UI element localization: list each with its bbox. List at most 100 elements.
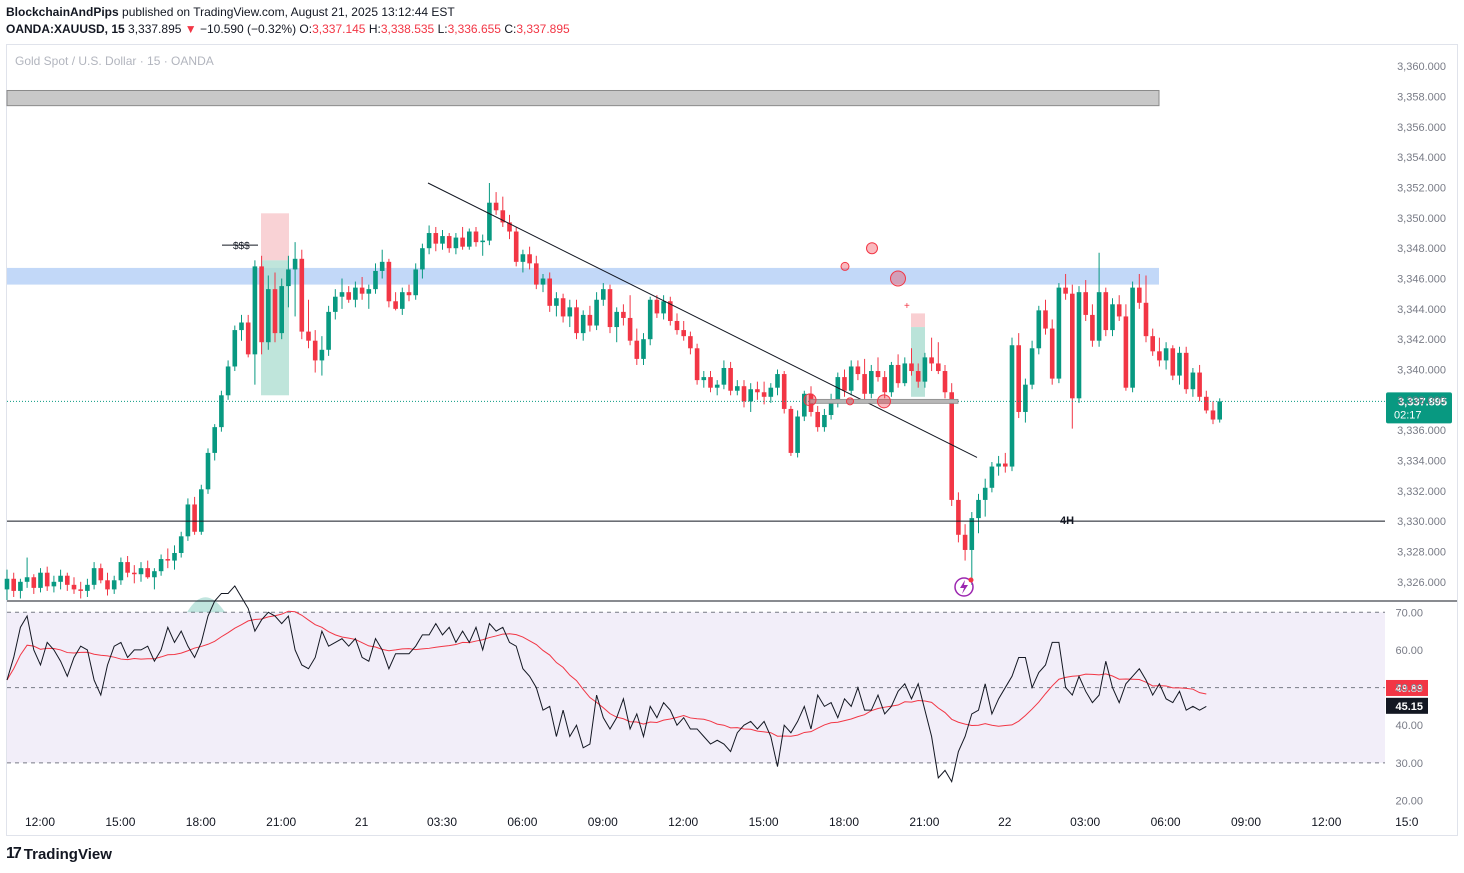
- candle-body[interactable]: [165, 559, 171, 561]
- candle-body[interactable]: [272, 289, 278, 334]
- candle-body[interactable]: [125, 562, 130, 573]
- candle-body[interactable]: [915, 371, 921, 382]
- candle-body[interactable]: [1110, 304, 1115, 331]
- candle-body[interactable]: [172, 552, 177, 561]
- candle-body[interactable]: [259, 266, 264, 343]
- candle-body[interactable]: [1116, 304, 1122, 317]
- candle-body[interactable]: [487, 202, 492, 241]
- candle-body[interactable]: [219, 395, 224, 428]
- candle-body[interactable]: [835, 377, 841, 402]
- candle-body[interactable]: [1183, 352, 1189, 390]
- candle-body[interactable]: [1143, 302, 1149, 337]
- candle-body[interactable]: [1023, 384, 1028, 412]
- candle-body[interactable]: [178, 536, 184, 553]
- candle-body[interactable]: [312, 340, 318, 361]
- candle-body[interactable]: [31, 577, 37, 588]
- candle-body[interactable]: [969, 518, 975, 550]
- candle-body[interactable]: [567, 307, 573, 317]
- candle-body[interactable]: [621, 311, 626, 318]
- candle-body[interactable]: [982, 487, 988, 500]
- candle-body[interactable]: [400, 292, 405, 309]
- candle-body[interactable]: [373, 270, 378, 290]
- candle-body[interactable]: [91, 568, 97, 585]
- candle-body[interactable]: [1003, 463, 1008, 467]
- candle-body[interactable]: [339, 292, 345, 297]
- candle-body[interactable]: [406, 292, 412, 296]
- candle-body[interactable]: [252, 266, 258, 355]
- candle-body[interactable]: [205, 452, 211, 490]
- candle-body[interactable]: [65, 575, 70, 585]
- signal-marker[interactable]: [877, 394, 891, 409]
- candle-body[interactable]: [962, 534, 968, 550]
- candle-body[interactable]: [748, 389, 753, 402]
- signal-marker[interactable]: [866, 242, 878, 255]
- candle-body[interactable]: [118, 562, 124, 581]
- candle-body[interactable]: [976, 499, 981, 519]
- candle-body[interactable]: [507, 222, 512, 232]
- candle-body[interactable]: [768, 387, 774, 397]
- candle-body[interactable]: [1036, 310, 1042, 349]
- candle-body[interactable]: [326, 311, 331, 350]
- candle-body[interactable]: [366, 289, 372, 294]
- candle-body[interactable]: [547, 278, 552, 306]
- candle-body[interactable]: [453, 237, 459, 249]
- signal-marker[interactable]: [840, 261, 850, 271]
- candle-body[interactable]: [614, 311, 619, 328]
- candle-body[interactable]: [761, 392, 767, 397]
- candle-body[interactable]: [245, 322, 251, 355]
- candle-body[interactable]: [936, 363, 941, 372]
- candle-body[interactable]: [353, 287, 358, 300]
- candle-body[interactable]: [333, 296, 338, 312]
- candle-body[interactable]: [18, 581, 23, 591]
- candle-body[interactable]: [138, 568, 144, 575]
- support-level-box[interactable]: [809, 398, 959, 404]
- candle-body[interactable]: [132, 572, 137, 575]
- candle-body[interactable]: [460, 237, 465, 247]
- candle-body[interactable]: [1204, 396, 1209, 411]
- candle-body[interactable]: [956, 499, 961, 535]
- supply-zone[interactable]: [7, 267, 1159, 285]
- candle-body[interactable]: [78, 589, 83, 591]
- candle-body[interactable]: [1029, 348, 1035, 385]
- position-stop-area[interactable]: [261, 213, 289, 261]
- candle-body[interactable]: [4, 578, 10, 590]
- candle-body[interactable]: [346, 292, 351, 300]
- candle-body[interactable]: [869, 371, 874, 394]
- candle-body[interactable]: [239, 322, 244, 331]
- signal-marker[interactable]: [803, 393, 817, 407]
- candle-body[interactable]: [420, 248, 425, 270]
- candle-body[interactable]: [480, 240, 485, 243]
- candle-body[interactable]: [929, 357, 934, 364]
- candle-body[interactable]: [728, 367, 733, 391]
- candle-body[interactable]: [85, 584, 90, 591]
- candle-body[interactable]: [1096, 292, 1102, 341]
- candle-body[interactable]: [862, 374, 867, 394]
- candle-body[interactable]: [413, 269, 418, 296]
- candle-body[interactable]: [286, 269, 291, 287]
- candle-body[interactable]: [426, 233, 432, 249]
- author-name[interactable]: BlockchainAndPips: [6, 5, 119, 19]
- candle-body[interactable]: [701, 377, 707, 381]
- candle-body[interactable]: [788, 408, 794, 453]
- candle-body[interactable]: [909, 363, 914, 372]
- candle-body[interactable]: [627, 317, 633, 341]
- candle-body[interactable]: [1049, 328, 1055, 379]
- candle-body[interactable]: [225, 366, 231, 396]
- candle-body[interactable]: [527, 254, 532, 264]
- candle-body[interactable]: [192, 504, 197, 532]
- candle-body[interactable]: [446, 236, 452, 249]
- candle-body[interactable]: [1123, 316, 1129, 388]
- candle-body[interactable]: [714, 384, 720, 388]
- candle-body[interactable]: [1083, 292, 1088, 315]
- candle-body[interactable]: [607, 289, 613, 328]
- candle-body[interactable]: [105, 580, 110, 590]
- candle-body[interactable]: [1090, 314, 1095, 341]
- candle-body[interactable]: [601, 289, 606, 300]
- candle-body[interactable]: [393, 301, 398, 309]
- candle-body[interactable]: [942, 371, 948, 393]
- position-target-area-2[interactable]: [911, 327, 925, 397]
- candle-body[interactable]: [359, 287, 365, 294]
- candle-body[interactable]: [828, 401, 834, 415]
- candle-body[interactable]: [493, 202, 499, 211]
- candle-body[interactable]: [895, 364, 901, 384]
